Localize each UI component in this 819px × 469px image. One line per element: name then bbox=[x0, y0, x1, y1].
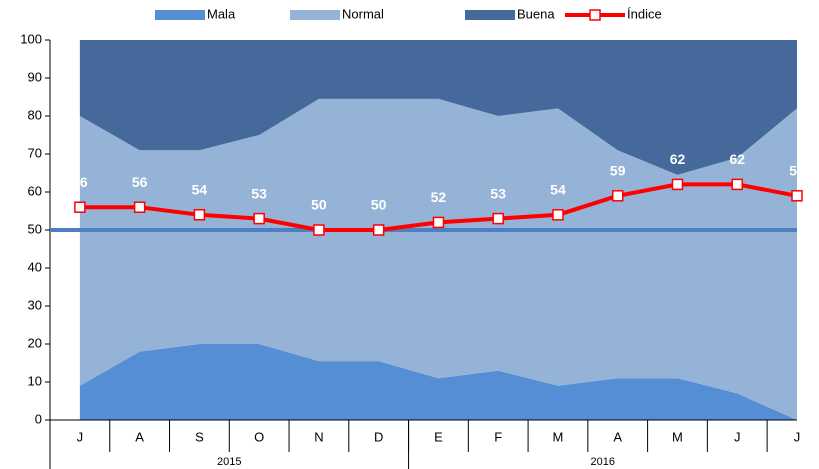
index-marker bbox=[253, 212, 265, 225]
index-marker bbox=[372, 224, 385, 236]
y-tick-label: 0 bbox=[35, 411, 42, 426]
x-tick-label: A bbox=[613, 429, 622, 444]
legend-label: Buena bbox=[517, 6, 555, 21]
legend-swatch bbox=[290, 10, 340, 20]
index-marker bbox=[74, 201, 86, 213]
x-tick-label: J bbox=[734, 429, 741, 444]
index-marker bbox=[791, 190, 803, 202]
legend-marker bbox=[589, 9, 601, 21]
index-marker bbox=[731, 178, 743, 191]
legend-label: Índice bbox=[627, 6, 662, 21]
group-label: 2015 bbox=[217, 456, 241, 468]
legend-swatch bbox=[155, 10, 205, 20]
index-marker bbox=[313, 224, 325, 236]
index-marker bbox=[492, 212, 504, 225]
data-label: 59 bbox=[610, 163, 626, 179]
data-label: 62 bbox=[670, 151, 686, 167]
y-tick-label: 70 bbox=[28, 145, 42, 160]
index-marker bbox=[671, 178, 684, 191]
data-label: 53 bbox=[251, 185, 267, 201]
x-tick-label: D bbox=[374, 429, 383, 444]
group-label: 2016 bbox=[591, 456, 615, 468]
y-tick-label: 90 bbox=[28, 69, 42, 84]
x-tick-label: N bbox=[314, 429, 323, 444]
x-tick-label: A bbox=[135, 429, 144, 444]
data-label: 62 bbox=[729, 151, 745, 167]
y-tick-label: 60 bbox=[28, 183, 42, 198]
x-tick-label: J bbox=[77, 429, 84, 444]
index-marker bbox=[552, 209, 564, 221]
x-tick-label: F bbox=[494, 429, 502, 444]
area bbox=[79, 40, 797, 175]
index-marker bbox=[611, 190, 624, 202]
data-label: 50 bbox=[371, 197, 387, 213]
y-tick-label: 100 bbox=[20, 31, 42, 46]
index-marker bbox=[432, 216, 445, 229]
x-tick-label: O bbox=[254, 429, 264, 444]
x-tick-label: J bbox=[794, 429, 801, 444]
legend-label: Mala bbox=[207, 6, 236, 21]
y-tick-label: 40 bbox=[28, 259, 42, 274]
area bbox=[79, 98, 797, 421]
index-marker bbox=[193, 209, 206, 221]
legend-swatch bbox=[465, 10, 515, 20]
data-label: 50 bbox=[311, 197, 327, 213]
y-tick-label: 50 bbox=[28, 221, 42, 236]
data-label: 59 bbox=[789, 163, 805, 179]
y-tick-label: 80 bbox=[28, 107, 42, 122]
x-tick-label: S bbox=[195, 429, 204, 444]
data-label: 53 bbox=[490, 185, 506, 201]
data-label: 56 bbox=[132, 174, 148, 190]
x-tick-label: E bbox=[434, 429, 443, 444]
data-label: 54 bbox=[550, 182, 566, 198]
data-label: 54 bbox=[192, 182, 208, 198]
index-marker bbox=[133, 201, 146, 213]
data-label: 56 bbox=[72, 174, 88, 190]
area bbox=[79, 344, 797, 420]
data-label: 52 bbox=[431, 189, 447, 205]
y-tick-label: 20 bbox=[28, 335, 42, 350]
y-tick-label: 10 bbox=[28, 373, 42, 388]
y-tick-label: 30 bbox=[28, 297, 42, 312]
x-tick-label: M bbox=[553, 429, 564, 444]
legend-label: Normal bbox=[342, 6, 384, 21]
x-tick-label: M bbox=[672, 429, 683, 444]
